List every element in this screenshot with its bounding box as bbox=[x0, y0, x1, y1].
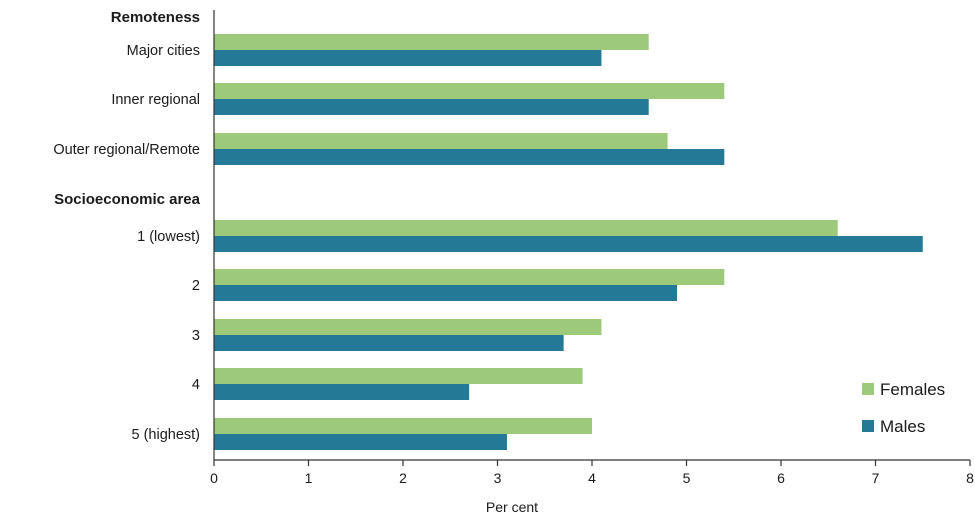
x-tick-label: 1 bbox=[305, 470, 313, 486]
bar-males bbox=[214, 285, 678, 301]
bar-males bbox=[214, 236, 923, 252]
legend-swatch-males bbox=[862, 420, 874, 432]
bar-males bbox=[214, 434, 507, 450]
category-label: Outer regional/Remote bbox=[53, 142, 200, 158]
bar-females bbox=[214, 133, 668, 149]
bar-males bbox=[214, 384, 470, 400]
x-tick-label: 6 bbox=[777, 470, 785, 486]
category-label: Inner regional bbox=[111, 92, 200, 108]
category-label: 3 bbox=[192, 328, 200, 344]
bar-females bbox=[214, 83, 725, 99]
x-tick-label: 4 bbox=[588, 470, 596, 486]
bar-males bbox=[214, 149, 725, 165]
category-label: 2 bbox=[192, 278, 200, 294]
category-label: Major cities bbox=[127, 43, 200, 59]
x-tick-label: 0 bbox=[210, 470, 218, 486]
bar-males bbox=[214, 50, 602, 66]
category-label: 5 (highest) bbox=[131, 427, 200, 443]
group-heading: Socioeconomic area bbox=[54, 191, 201, 208]
bar-males bbox=[214, 335, 564, 351]
x-tick-label: 8 bbox=[966, 470, 974, 486]
x-axis-label: Per cent bbox=[486, 499, 538, 515]
legend: Females Males bbox=[862, 380, 945, 436]
bar-females bbox=[214, 368, 583, 384]
x-tick-label: 3 bbox=[494, 470, 502, 486]
category-label: 1 (lowest) bbox=[137, 229, 200, 245]
bar-females bbox=[214, 220, 838, 236]
bar-males bbox=[214, 99, 649, 115]
legend-swatch-females bbox=[862, 383, 874, 395]
x-tick-label: 7 bbox=[872, 470, 880, 486]
legend-label-males: Males bbox=[880, 417, 925, 436]
bar-females bbox=[214, 34, 649, 50]
x-tick-label: 2 bbox=[399, 470, 407, 486]
bar-females bbox=[214, 418, 592, 434]
group-heading: Remoteness bbox=[111, 9, 200, 26]
category-label: 4 bbox=[192, 377, 200, 393]
x-tick-label: 5 bbox=[683, 470, 691, 486]
legend-label-females: Females bbox=[880, 380, 945, 399]
bar-females bbox=[214, 269, 725, 285]
bar-females bbox=[214, 319, 602, 335]
